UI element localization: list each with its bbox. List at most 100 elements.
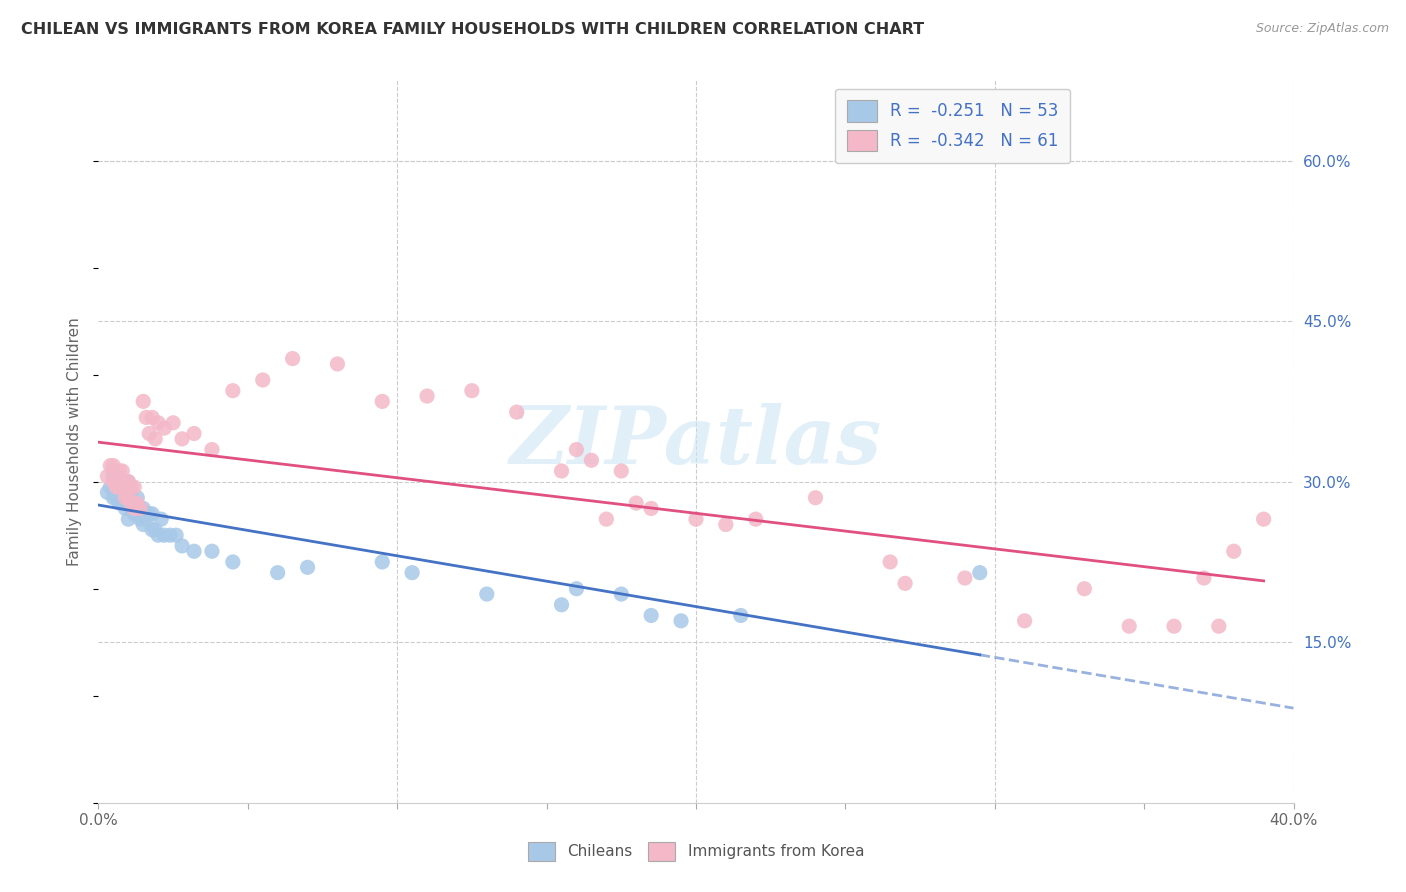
Point xyxy=(581,453,603,467)
Point xyxy=(96,485,118,500)
Point xyxy=(550,598,572,612)
Point xyxy=(108,475,131,489)
Text: ZIPatlas: ZIPatlas xyxy=(510,403,882,480)
Point xyxy=(127,507,149,521)
Point xyxy=(108,496,131,510)
Point xyxy=(120,501,142,516)
Point xyxy=(148,528,170,542)
Point xyxy=(114,491,136,505)
Point xyxy=(141,523,163,537)
Point xyxy=(103,469,125,483)
Point xyxy=(1014,614,1036,628)
Point xyxy=(141,410,163,425)
Point xyxy=(1208,619,1230,633)
Text: CHILEAN VS IMMIGRANTS FROM KOREA FAMILY HOUSEHOLDS WITH CHILDREN CORRELATION CHA: CHILEAN VS IMMIGRANTS FROM KOREA FAMILY … xyxy=(21,22,924,37)
Point xyxy=(150,512,173,526)
Point xyxy=(105,491,128,505)
Point xyxy=(506,405,529,419)
Point xyxy=(148,416,170,430)
Point xyxy=(475,587,498,601)
Point xyxy=(124,507,146,521)
Point xyxy=(103,475,125,489)
Point xyxy=(371,555,394,569)
Point xyxy=(1253,512,1275,526)
Point xyxy=(610,587,633,601)
Point xyxy=(129,512,152,526)
Point xyxy=(222,384,245,398)
Point xyxy=(120,480,142,494)
Point xyxy=(103,491,125,505)
Point xyxy=(745,512,768,526)
Point xyxy=(626,496,648,510)
Point xyxy=(730,608,752,623)
Point xyxy=(401,566,423,580)
Point xyxy=(162,416,184,430)
Y-axis label: Family Households with Children: Family Households with Children xyxy=(67,318,83,566)
Point xyxy=(159,528,181,542)
Point xyxy=(114,475,136,489)
Point xyxy=(96,469,118,483)
Point xyxy=(103,458,125,473)
Point xyxy=(669,614,692,628)
Point xyxy=(108,464,131,478)
Point xyxy=(117,491,139,505)
Point xyxy=(565,582,588,596)
Point xyxy=(124,480,146,494)
Point xyxy=(183,544,205,558)
Point xyxy=(117,512,139,526)
Point xyxy=(127,491,149,505)
Point xyxy=(124,501,146,516)
Point xyxy=(143,432,166,446)
Point xyxy=(326,357,349,371)
Point xyxy=(416,389,439,403)
Point xyxy=(894,576,917,591)
Point xyxy=(132,517,155,532)
Point xyxy=(111,496,134,510)
Point xyxy=(129,501,152,516)
Point xyxy=(135,410,157,425)
Point xyxy=(804,491,827,505)
Point xyxy=(120,496,142,510)
Legend: Chileans, Immigrants from Korea: Chileans, Immigrants from Korea xyxy=(522,836,870,867)
Point xyxy=(120,485,142,500)
Point xyxy=(143,523,166,537)
Point xyxy=(138,507,160,521)
Point xyxy=(201,544,224,558)
Point xyxy=(117,475,139,489)
Point xyxy=(640,501,662,516)
Point xyxy=(1073,582,1095,596)
Point xyxy=(124,496,146,510)
Point xyxy=(98,458,122,473)
Point xyxy=(105,464,128,478)
Point xyxy=(252,373,274,387)
Point xyxy=(1223,544,1246,558)
Point xyxy=(1192,571,1215,585)
Point xyxy=(111,464,134,478)
Point xyxy=(108,480,131,494)
Point xyxy=(103,464,125,478)
Point xyxy=(610,464,633,478)
Point xyxy=(267,566,290,580)
Point xyxy=(111,480,134,494)
Point xyxy=(165,528,187,542)
Point xyxy=(138,426,160,441)
Point xyxy=(461,384,484,398)
Point xyxy=(640,608,662,623)
Point xyxy=(550,464,572,478)
Point xyxy=(183,426,205,441)
Point xyxy=(129,501,152,516)
Point xyxy=(98,480,122,494)
Point xyxy=(371,394,394,409)
Point xyxy=(127,496,149,510)
Point xyxy=(565,442,588,457)
Point xyxy=(105,469,128,483)
Point xyxy=(297,560,319,574)
Text: Source: ZipAtlas.com: Source: ZipAtlas.com xyxy=(1256,22,1389,36)
Point xyxy=(105,480,128,494)
Point xyxy=(111,480,134,494)
Point xyxy=(953,571,976,585)
Point xyxy=(1118,619,1140,633)
Point xyxy=(153,421,176,435)
Point xyxy=(132,501,155,516)
Point xyxy=(222,555,245,569)
